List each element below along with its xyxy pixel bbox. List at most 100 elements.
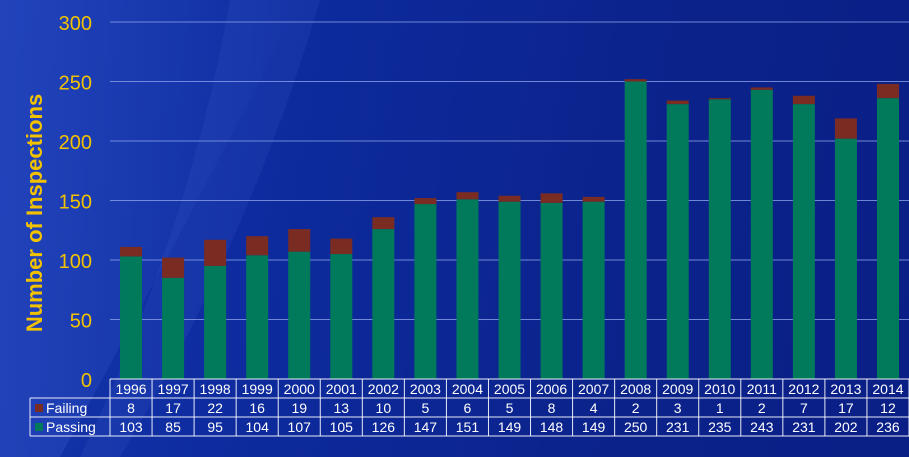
data-label-passing: 243 xyxy=(750,419,774,435)
y-tick-label: 50 xyxy=(70,311,92,333)
data-label-failing: 5 xyxy=(421,400,429,416)
data-label-failing: 6 xyxy=(464,400,472,416)
data-label-passing: 236 xyxy=(876,419,900,435)
y-axis-label: Number of Inspections xyxy=(22,94,47,332)
bar-failing-2002 xyxy=(372,217,395,230)
x-tick-label: 2002 xyxy=(368,381,399,397)
data-label-failing: 5 xyxy=(506,400,514,416)
data-label-failing: 7 xyxy=(800,400,808,416)
y-tick-label: 150 xyxy=(59,192,92,214)
data-label-passing: 85 xyxy=(165,419,181,435)
bar-failing-1997 xyxy=(162,257,185,278)
bar-failing-2014 xyxy=(876,83,899,99)
data-label-passing: 202 xyxy=(834,419,858,435)
data-label-passing: 149 xyxy=(498,419,522,435)
data-label-passing: 235 xyxy=(708,419,732,435)
data-label-passing: 104 xyxy=(246,419,270,435)
bar-failing-1999 xyxy=(246,236,269,256)
x-tick-label: 2014 xyxy=(872,381,903,397)
data-label-failing: 16 xyxy=(249,400,265,416)
data-label-passing: 105 xyxy=(330,419,354,435)
bar-passing-2008 xyxy=(624,81,647,379)
bar-passing-2014 xyxy=(876,98,899,379)
bar-passing-1997 xyxy=(162,277,185,379)
bars xyxy=(120,79,899,380)
bar-passing-2013 xyxy=(834,138,857,379)
bar-passing-2005 xyxy=(498,201,521,379)
y-tick-label: 0 xyxy=(81,370,92,392)
bar-failing-2010 xyxy=(708,98,731,100)
x-tick-label: 2008 xyxy=(620,381,651,397)
bar-failing-2012 xyxy=(792,95,815,105)
bar-passing-2004 xyxy=(456,199,479,379)
data-label-failing: 17 xyxy=(838,400,854,416)
bar-passing-2010 xyxy=(708,99,731,379)
data-label-passing: 148 xyxy=(540,419,564,435)
x-tick-label: 2009 xyxy=(662,381,693,397)
x-tick-label: 1996 xyxy=(115,381,146,397)
x-tick-label: 2012 xyxy=(788,381,819,397)
x-tick-label: 2010 xyxy=(704,381,735,397)
data-label-passing: 231 xyxy=(666,419,690,435)
bar-failing-2000 xyxy=(288,229,311,252)
bar-passing-2011 xyxy=(750,89,773,379)
bar-passing-2009 xyxy=(666,104,689,380)
bar-failing-2011 xyxy=(750,87,773,90)
data-label-failing: 2 xyxy=(632,400,640,416)
data-label-passing: 149 xyxy=(582,419,606,435)
data-label-failing: 13 xyxy=(334,400,350,416)
data-label-failing: 10 xyxy=(376,400,392,416)
bar-failing-2001 xyxy=(330,238,353,255)
bar-passing-1996 xyxy=(120,256,143,379)
bar-failing-2013 xyxy=(834,118,857,139)
bar-failing-1996 xyxy=(120,246,143,257)
bar-passing-2001 xyxy=(330,254,353,379)
bar-passing-2007 xyxy=(582,201,605,379)
bar-failing-2009 xyxy=(666,100,689,105)
data-label-passing: 151 xyxy=(456,419,480,435)
x-tick-label: 2007 xyxy=(578,381,609,397)
bar-failing-2004 xyxy=(456,192,479,200)
data-label-failing: 4 xyxy=(590,400,598,416)
legend-key-passing xyxy=(35,423,43,431)
x-tick-label: 1998 xyxy=(200,381,231,397)
x-tick-label: 2001 xyxy=(326,381,357,397)
data-label-failing: 12 xyxy=(880,400,896,416)
y-tick-label: 250 xyxy=(59,73,92,95)
bar-failing-2007 xyxy=(582,196,605,202)
legend-label-failing: Failing xyxy=(46,400,87,416)
y-axis-ticks: 0 50 100 150 200 250 300 xyxy=(59,13,92,392)
x-tick-label: 2011 xyxy=(747,381,777,397)
data-label-passing: 231 xyxy=(792,419,816,435)
y-tick-label: 200 xyxy=(59,132,92,154)
bar-passing-1999 xyxy=(246,255,269,379)
bar-failing-1998 xyxy=(204,239,227,266)
data-label-failing: 17 xyxy=(165,400,181,416)
x-tick-label: 1999 xyxy=(242,381,273,397)
bar-passing-1998 xyxy=(204,265,227,379)
x-tick-label: 1997 xyxy=(158,381,189,397)
data-label-passing: 250 xyxy=(624,419,648,435)
bar-failing-2006 xyxy=(540,193,563,203)
y-tick-label: 100 xyxy=(59,251,92,273)
data-label-passing: 95 xyxy=(207,419,223,435)
legend-key-failing xyxy=(35,404,43,412)
bar-failing-2003 xyxy=(414,198,437,205)
x-tick-label: 2005 xyxy=(494,381,525,397)
data-label-failing: 19 xyxy=(291,400,307,416)
data-table: 1996 1997 1998 1999 2000 2001 2002 2003 2004 2005… xyxy=(29,378,909,437)
bar-passing-2002 xyxy=(372,229,395,379)
x-tick-label: 2004 xyxy=(452,381,483,397)
data-label-failing: 1 xyxy=(716,400,724,416)
data-label-passing: 147 xyxy=(414,419,438,435)
bar-passing-2000 xyxy=(288,251,311,379)
data-label-passing: 107 xyxy=(288,419,312,435)
legend-label-passing: Passing xyxy=(46,419,96,435)
data-label-failing: 8 xyxy=(127,400,135,416)
x-tick-label: 2003 xyxy=(410,381,441,397)
data-label-failing: 8 xyxy=(548,400,556,416)
bar-passing-2012 xyxy=(792,104,815,380)
data-label-passing: 103 xyxy=(119,419,143,435)
bar-passing-2006 xyxy=(540,202,563,379)
